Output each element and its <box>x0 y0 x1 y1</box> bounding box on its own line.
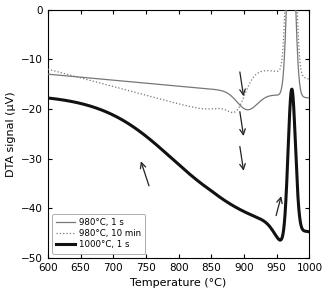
Legend: 980°C, 1 s, 980°C, 10 min, 1000°C, 1 s: 980°C, 1 s, 980°C, 10 min, 1000°C, 1 s <box>52 214 145 254</box>
X-axis label: Temperature (°C): Temperature (°C) <box>131 278 227 288</box>
Y-axis label: DTA signal (μV): DTA signal (μV) <box>6 91 15 177</box>
